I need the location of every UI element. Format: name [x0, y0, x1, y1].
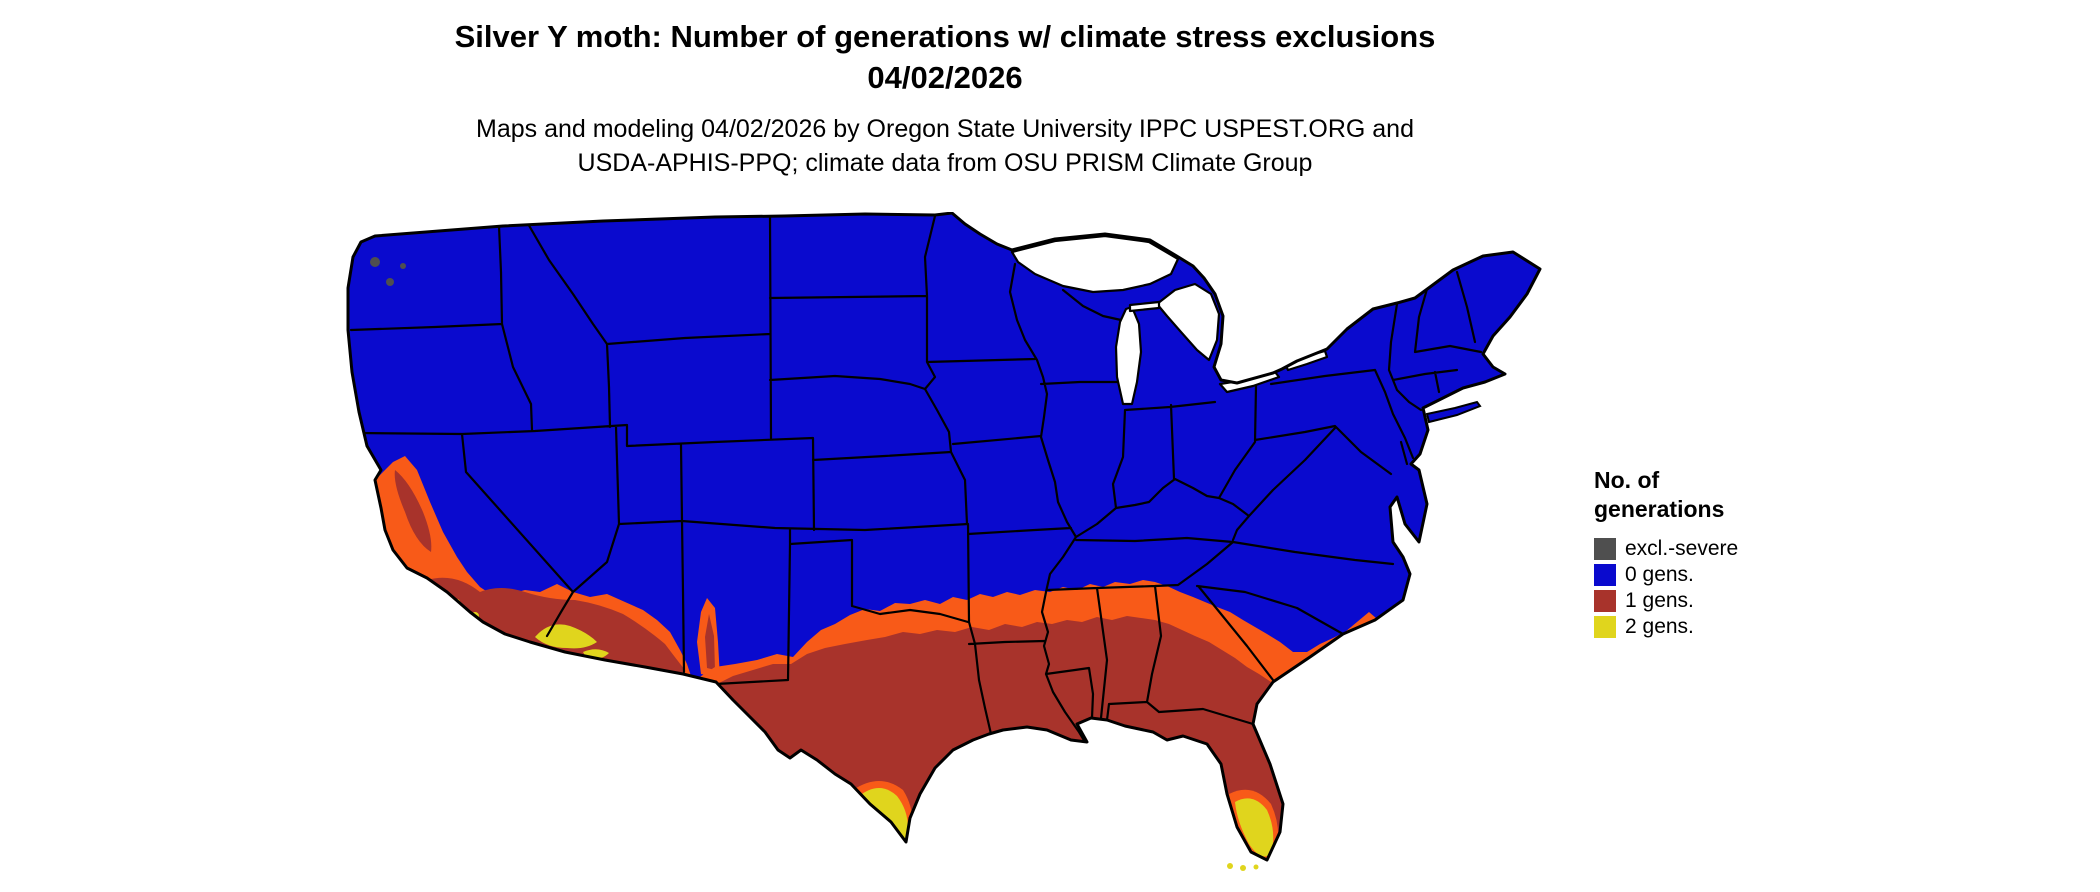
legend-title-line-2: generations: [1594, 496, 1725, 522]
subtitle-line-2: USDA-APHIS-PPQ; climate data from OSU PR…: [577, 149, 1313, 177]
great-lakes: [1010, 234, 1329, 406]
long-island: [1425, 400, 1482, 424]
zone-2-gens-region-south-florida: [1235, 798, 1274, 857]
legend-swatch-excl-severe: [1594, 538, 1616, 560]
map-legend: No. of generations excl.-severe 0 gens. …: [1594, 466, 1854, 640]
legend-label-2-gens: 2 gens.: [1625, 615, 1694, 638]
subtitle-line-1: Maps and modeling 04/02/2026 by Oregon S…: [476, 115, 1414, 143]
florida-keys-dot-3: [1253, 864, 1259, 870]
strait-of-mackinac: [1128, 300, 1161, 313]
lake-huron: [1155, 282, 1221, 362]
page-title: Silver Y moth: Number of generations w/ …: [454, 19, 1436, 54]
legend-label-0-gens: 0 gens.: [1625, 563, 1694, 586]
lake-superior: [1010, 234, 1180, 294]
us-map: [335, 211, 1555, 872]
legend-swatch-2-gens: [1594, 616, 1616, 638]
legend-row-1-gens: 1 gens.: [1594, 588, 1854, 614]
legend-swatch-1-gens: [1594, 590, 1616, 612]
legend-label-excl-severe: excl.-severe: [1625, 537, 1739, 560]
legend-row-0-gens: 0 gens.: [1594, 562, 1854, 588]
florida-keys-dot-2: [1240, 865, 1246, 871]
legend-row-2-gens: 2 gens.: [1594, 614, 1854, 640]
page-title-date: 04/02/2026: [867, 60, 1023, 95]
subtitle: Maps and modeling 04/02/2026 by Oregon S…: [0, 112, 1890, 180]
legend-title-line-1: No. of: [1594, 467, 1660, 493]
excluded-severe-speck-2: [386, 278, 394, 286]
legend-row-excl-severe: excl.-severe: [1594, 536, 1854, 562]
zone-2-gens-region-arizona: [535, 624, 609, 660]
header: Silver Y moth: Number of generations w/ …: [0, 16, 1890, 180]
zone-1-gens-region-west: [394, 470, 715, 674]
legend-label-1-gens: 1 gens.: [1625, 589, 1694, 612]
us-map-figure: [346, 211, 1542, 871]
legend-swatch-0-gens: [1594, 564, 1616, 586]
excluded-severe-speck-1: [370, 257, 380, 267]
state-borders: [349, 214, 1483, 744]
legend-items: excl.-severe 0 gens. 1 gens. 2 gens.: [1594, 536, 1854, 640]
country-outline: [346, 211, 1542, 862]
florida-keys-dot-1: [1227, 863, 1233, 869]
lake-michigan: [1114, 305, 1143, 406]
excluded-severe-speck-3: [400, 263, 406, 269]
